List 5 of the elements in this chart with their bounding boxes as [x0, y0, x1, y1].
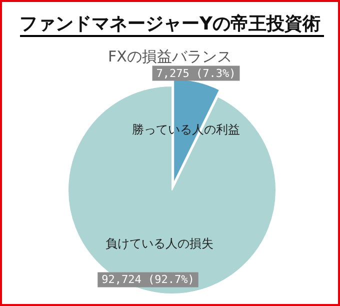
- chart-title: ファンドマネージャーYの帝王投資術: [19, 14, 321, 34]
- slice-label: 負けている人の損失: [106, 236, 214, 251]
- chart-subtitle: FXの損益バランス: [108, 48, 232, 66]
- data-label: 7,275 (7.3%): [156, 66, 236, 80]
- data-label: 92,724 (92.7%): [102, 273, 194, 286]
